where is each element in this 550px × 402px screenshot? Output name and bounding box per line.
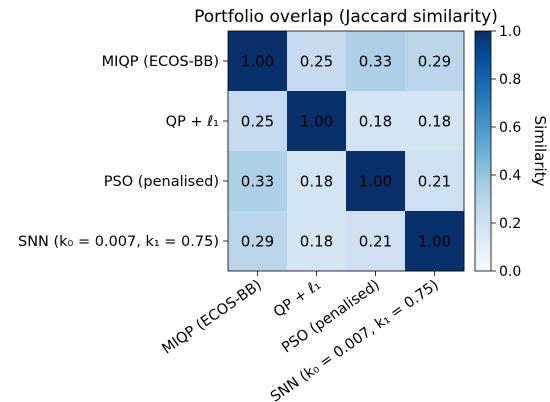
colorbar-tick-label: 0.2 bbox=[499, 216, 521, 232]
row-label: MIQP (ECOS-BB) bbox=[102, 54, 219, 70]
cell-value-label: 1.00 bbox=[359, 173, 392, 191]
colorbar: 0.0 0.2 0.4 0.6 0.8 1.0 Similarity bbox=[474, 24, 549, 280]
heatmap-cell bbox=[287, 31, 347, 92]
colorbar-tick-label: 0.8 bbox=[499, 72, 521, 88]
heatmap-cell bbox=[405, 31, 465, 92]
heatmap-cell bbox=[346, 151, 406, 212]
cell-value-label: 0.29 bbox=[418, 53, 451, 71]
heatmap-cell bbox=[287, 211, 347, 272]
heatmap-cell bbox=[405, 151, 465, 212]
heatmap-cell bbox=[287, 151, 347, 212]
heatmap-cell bbox=[228, 91, 288, 152]
cell-value-label: 0.25 bbox=[300, 53, 333, 71]
cell-value-label: 0.18 bbox=[418, 113, 451, 131]
row-label: QP + ℓ₁ bbox=[166, 114, 220, 130]
column-label: MIQP (ECOS-BB) bbox=[159, 277, 264, 357]
colorbar-gradient bbox=[474, 30, 492, 272]
row-labels: MIQP (ECOS-BB) QP + ℓ₁ PSO (penalised) SNN … bbox=[18, 54, 228, 250]
heatmap-cell bbox=[228, 211, 288, 272]
colorbar-tick-label: 1.0 bbox=[499, 24, 521, 40]
heatmap-cell bbox=[346, 211, 406, 272]
heatmap-cells bbox=[228, 31, 465, 272]
cell-value-label: 1.00 bbox=[418, 233, 451, 251]
colorbar-tick-label: 0.6 bbox=[499, 120, 521, 136]
chart-title: Portfolio overlap (Jaccard similarity) bbox=[194, 7, 498, 27]
colorbar-label: Similarity bbox=[531, 116, 549, 187]
heatmap-cell bbox=[405, 211, 465, 272]
cell-value-label: 1.00 bbox=[241, 53, 274, 71]
cell-value-label: 0.29 bbox=[241, 233, 274, 251]
heatmap-cell bbox=[228, 31, 288, 92]
heatmap-cell bbox=[287, 91, 347, 152]
row-label: PSO (penalised) bbox=[104, 174, 219, 190]
colorbar-tick-label: 0.0 bbox=[499, 264, 521, 280]
heatmap-cell bbox=[346, 91, 406, 152]
cell-value-label: 0.33 bbox=[241, 173, 274, 191]
heatmap-cell bbox=[228, 151, 288, 212]
column-label: QP + ℓ₁ bbox=[271, 277, 324, 321]
cell-value-labels: 1.00 0.25 0.33 0.29 0.25 1.00 0.18 0.18 0.33 0.18… bbox=[241, 53, 451, 251]
row-label: SNN (k₀ = 0.007, k₁ = 0.75) bbox=[18, 234, 219, 250]
cell-value-label: 0.18 bbox=[359, 113, 392, 131]
colorbar-tick-label: 0.4 bbox=[499, 168, 521, 184]
cell-value-label: 1.00 bbox=[300, 113, 333, 131]
cell-value-label: 0.21 bbox=[359, 233, 392, 251]
column-label: PSO (penalised) bbox=[279, 277, 383, 356]
cell-value-label: 0.18 bbox=[300, 233, 333, 251]
plot-frame bbox=[227, 30, 465, 272]
heatmap-cell bbox=[405, 91, 465, 152]
cell-value-label: 0.25 bbox=[241, 113, 274, 131]
cell-value-label: 0.21 bbox=[418, 173, 451, 191]
colorbar-ticks: 0.0 0.2 0.4 0.6 0.8 1.0 bbox=[491, 24, 521, 280]
heatmap-cell bbox=[346, 31, 406, 92]
cell-value-label: 0.18 bbox=[300, 173, 333, 191]
cell-value-label: 0.33 bbox=[359, 53, 392, 71]
